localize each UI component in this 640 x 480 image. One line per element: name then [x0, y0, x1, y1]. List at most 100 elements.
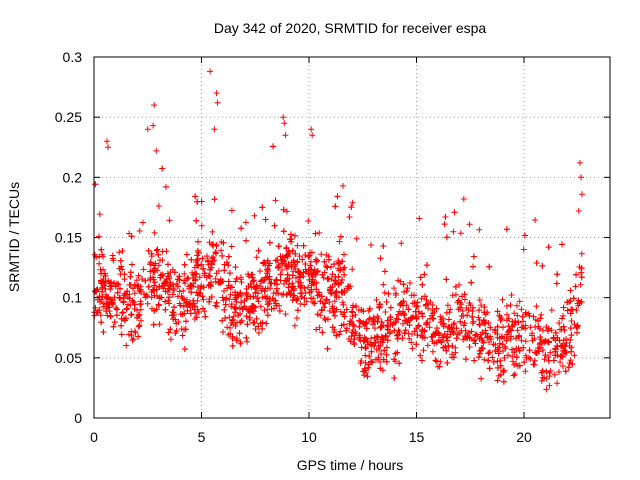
data-point	[262, 293, 268, 300]
data-point	[515, 319, 522, 326]
data-point	[338, 288, 345, 295]
data-point	[200, 284, 207, 291]
data-point	[122, 291, 129, 298]
data-point	[360, 319, 367, 326]
data-point	[242, 219, 249, 226]
y-tick-label: 0.2	[63, 169, 83, 185]
data-point	[414, 299, 421, 306]
data-point	[468, 279, 475, 286]
data-point	[290, 257, 297, 264]
data-point	[179, 332, 186, 339]
data-point	[250, 293, 257, 300]
data-point	[569, 361, 576, 368]
data-point	[195, 262, 202, 269]
x-tick-label: 20	[516, 429, 532, 445]
data-point	[533, 260, 540, 266]
data-point	[349, 313, 356, 320]
data-point	[109, 297, 116, 304]
data-point	[520, 246, 527, 253]
data-point	[221, 267, 228, 274]
data-point	[514, 327, 521, 334]
data-point	[110, 323, 117, 330]
data-point	[169, 309, 176, 315]
data-point	[497, 317, 504, 324]
data-point	[120, 298, 127, 305]
data-point	[305, 284, 311, 291]
data-point	[420, 347, 427, 354]
data-point	[299, 256, 306, 263]
data-point	[229, 342, 236, 349]
data-point	[520, 318, 526, 325]
data-point	[289, 247, 296, 254]
data-point	[415, 323, 422, 330]
data-point	[492, 326, 499, 333]
data-point	[418, 295, 425, 302]
data-point	[325, 256, 332, 263]
data-point	[192, 277, 199, 284]
data-point	[99, 293, 106, 300]
data-point	[282, 311, 289, 317]
data-point	[424, 342, 431, 349]
data-point	[377, 338, 384, 345]
data-point	[457, 318, 464, 325]
data-point	[209, 241, 216, 248]
y-tick-label: 0.15	[55, 230, 82, 246]
data-point	[494, 358, 501, 365]
data-point	[508, 292, 515, 298]
data-point	[143, 291, 150, 298]
data-point	[503, 226, 510, 233]
data-point	[372, 325, 378, 332]
data-point	[114, 289, 121, 296]
data-point	[276, 302, 283, 309]
data-point	[561, 347, 568, 354]
data-point	[380, 281, 387, 288]
data-point	[513, 354, 520, 361]
data-point	[270, 297, 277, 304]
data-point	[103, 295, 110, 302]
data-point	[181, 346, 188, 353]
data-point	[261, 259, 268, 266]
data-point	[157, 274, 164, 281]
data-point	[212, 249, 219, 256]
data-point	[413, 316, 420, 322]
data-point	[162, 288, 169, 295]
data-point	[341, 271, 348, 278]
data-point	[225, 253, 232, 260]
data-point	[137, 289, 144, 295]
data-point	[481, 356, 488, 363]
data-point	[371, 318, 378, 325]
data-point	[229, 333, 236, 340]
data-point	[196, 274, 203, 281]
data-point	[387, 304, 394, 311]
data-point	[368, 348, 375, 355]
data-point	[552, 352, 559, 359]
data-point	[408, 315, 415, 322]
data-point	[398, 240, 405, 247]
data-point	[522, 338, 529, 345]
data-point	[340, 321, 347, 328]
data-point	[481, 319, 488, 326]
data-point	[339, 258, 346, 265]
data-point	[384, 317, 391, 324]
data-point	[559, 241, 565, 248]
data-point	[166, 294, 172, 301]
data-point	[448, 326, 455, 332]
data-point	[311, 281, 317, 288]
data-point	[428, 312, 435, 319]
data-point	[464, 335, 471, 342]
data-point	[333, 306, 340, 313]
data-point	[105, 277, 112, 284]
data-point	[511, 349, 518, 356]
data-point	[193, 314, 200, 321]
data-point	[568, 332, 575, 339]
data-point	[560, 323, 567, 330]
data-point	[509, 358, 516, 365]
data-point	[405, 306, 412, 313]
data-point	[361, 337, 368, 344]
data-point	[145, 247, 152, 254]
data-point	[204, 253, 210, 260]
data-point	[368, 242, 374, 248]
data-point	[147, 259, 154, 266]
data-point	[294, 259, 301, 266]
data-point	[465, 306, 472, 313]
